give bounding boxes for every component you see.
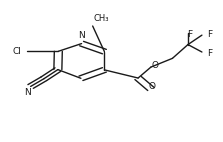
Text: F: F [207,30,212,39]
Text: Cl: Cl [13,47,22,56]
Text: N: N [24,88,31,97]
Text: O: O [152,61,159,70]
Text: F: F [188,30,193,39]
Text: CH₃: CH₃ [93,14,109,23]
Text: N: N [78,31,85,40]
Text: O: O [148,82,155,91]
Text: F: F [207,49,212,58]
